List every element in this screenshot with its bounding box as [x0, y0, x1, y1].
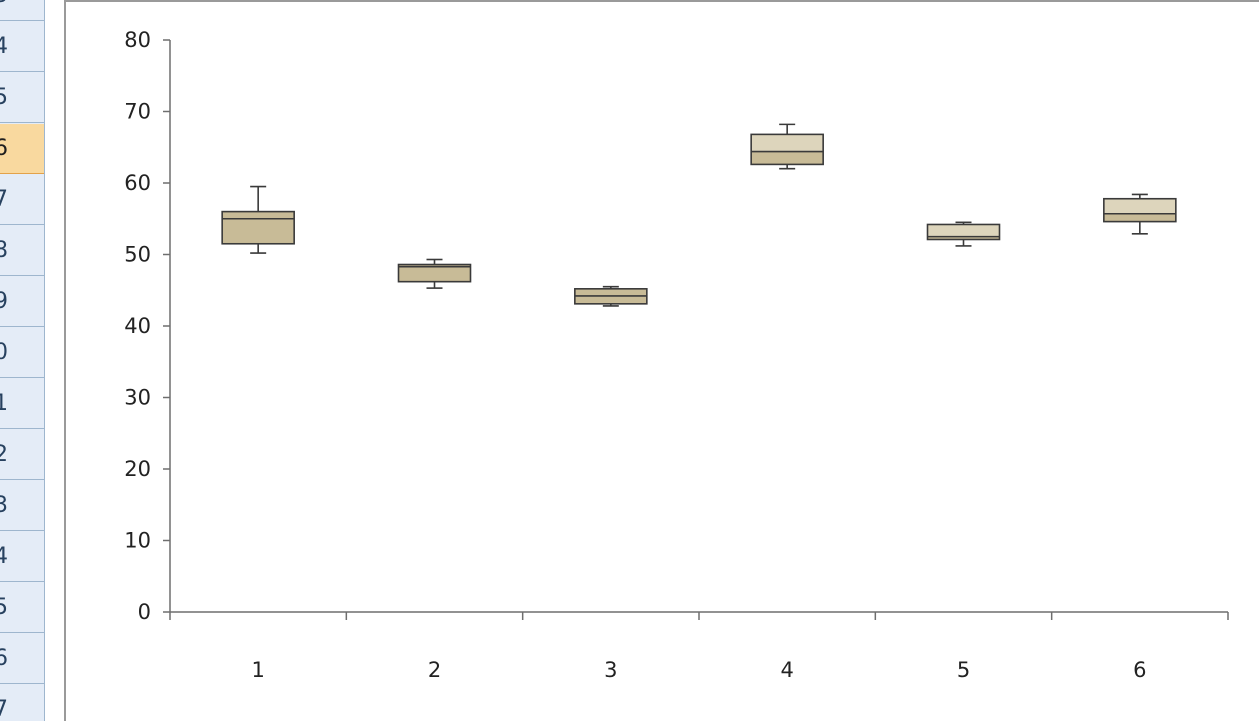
x-tick-label: 5	[957, 658, 970, 682]
row-header[interactable]: 2	[0, 430, 44, 480]
row-header-column: 345678901234567	[0, 0, 45, 721]
row-header[interactable]: 3	[0, 481, 44, 531]
box-lower-half	[398, 266, 471, 282]
box-upper-half	[574, 288, 647, 296]
row-header[interactable]: 0	[0, 328, 44, 378]
row-header-selected[interactable]: 6	[0, 124, 44, 174]
y-tick-label: 80	[124, 28, 151, 52]
row-header[interactable]: 4	[0, 22, 44, 72]
y-tick-label: 40	[124, 314, 151, 338]
row-header[interactable]: 5	[0, 73, 44, 123]
box-upper-half	[1103, 198, 1176, 214]
x-tick-label: 4	[780, 658, 793, 682]
row-header[interactable]: 7	[0, 685, 44, 721]
row-header[interactable]: 3	[0, 0, 44, 21]
chart-area[interactable]: 0 10 20 30 40 50 60 70 80 1 2 3 4 5 6	[64, 0, 1259, 721]
y-tick-label: 70	[124, 100, 151, 124]
y-tick-label: 60	[124, 171, 151, 195]
x-tick-label: 2	[428, 658, 441, 682]
box-lower-half	[1103, 213, 1176, 222]
box-lower-half	[927, 236, 1000, 240]
row-header[interactable]: 8	[0, 226, 44, 276]
row-header[interactable]: 9	[0, 277, 44, 327]
y-tick-label: 10	[124, 529, 151, 553]
y-tick-label: 50	[124, 243, 151, 267]
box-upper-half	[398, 264, 471, 267]
box-outline	[221, 210, 295, 245]
x-tick-label: 6	[1133, 658, 1146, 682]
box-outline	[397, 263, 472, 283]
box-outline	[750, 133, 824, 166]
y-tick-label: 20	[124, 457, 151, 481]
x-tick-label: 3	[604, 658, 617, 682]
box-outline	[1103, 197, 1177, 223]
row-header[interactable]: 4	[0, 532, 44, 582]
row-header[interactable]: 1	[0, 379, 44, 429]
box-upper-half	[751, 134, 824, 152]
box-outline	[926, 223, 1001, 241]
box-lower-half	[751, 151, 824, 165]
sheet-gap	[45, 0, 64, 721]
box-lower-half	[574, 295, 647, 304]
box-upper-half	[222, 211, 295, 219]
x-tick-label: 1	[251, 658, 264, 682]
row-header[interactable]: 5	[0, 583, 44, 633]
y-tick-label: 30	[124, 386, 151, 410]
row-header[interactable]: 6	[0, 634, 44, 684]
y-tick-label: 0	[138, 600, 151, 624]
row-header[interactable]: 7	[0, 175, 44, 225]
box-lower-half	[222, 218, 295, 244]
box-plot-chart: 0 10 20 30 40 50 60 70 80 1 2 3 4 5 6	[124, 28, 1229, 682]
box-upper-half	[927, 224, 1000, 237]
